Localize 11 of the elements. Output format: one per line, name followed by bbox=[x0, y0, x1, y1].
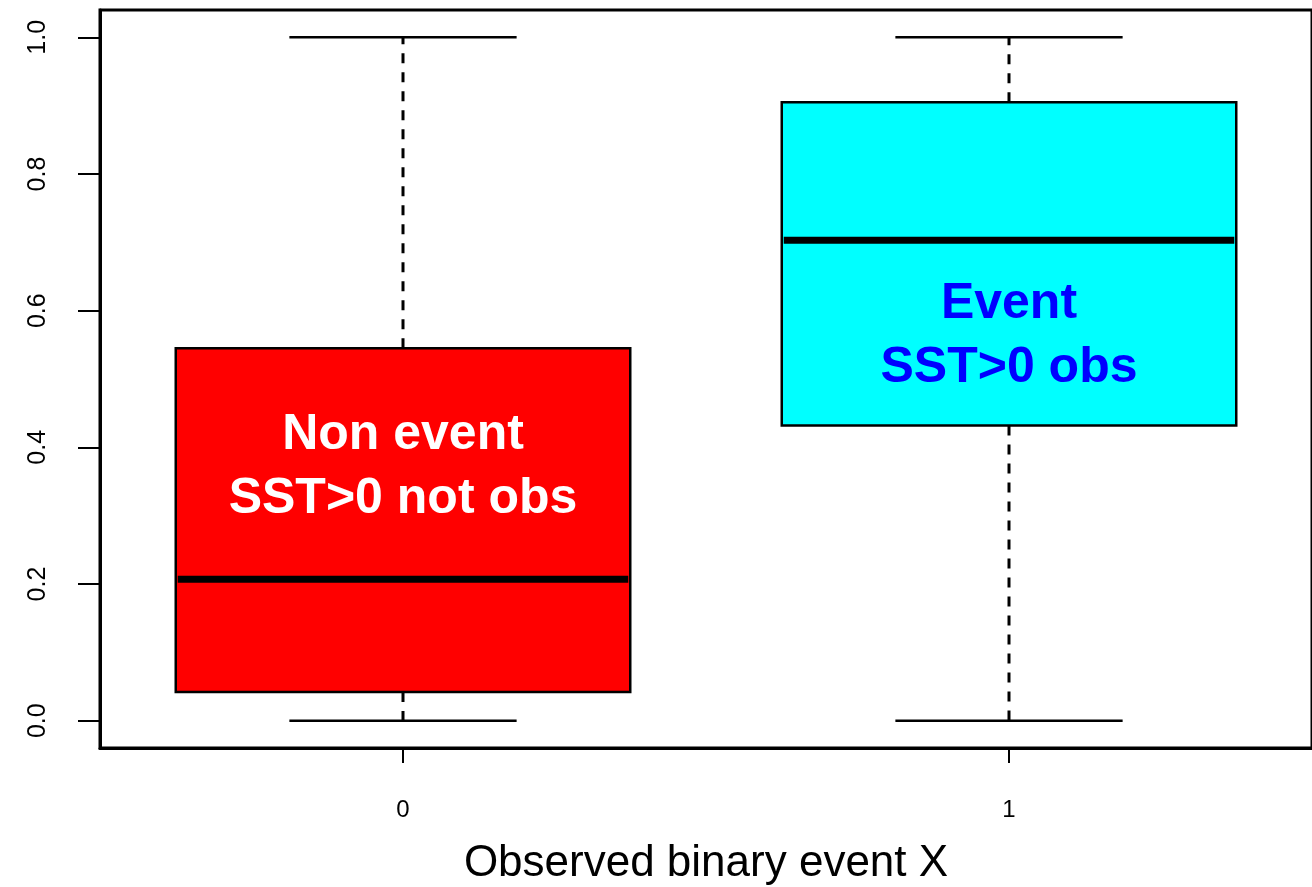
x-axis-title: Observed binary event X bbox=[463, 835, 949, 885]
annotation: Non event SST>0 not obs bbox=[228, 403, 578, 524]
y-tick-label: 0.4 bbox=[21, 429, 50, 465]
y-tick-label: 1.0 bbox=[21, 19, 50, 55]
y-tick-label: 0.8 bbox=[21, 156, 50, 192]
x-tick-label: 0 bbox=[396, 794, 410, 822]
y-tick-label: 0.2 bbox=[21, 566, 50, 602]
y-tick-label: 0.0 bbox=[21, 703, 50, 739]
annotation: Event SST>0 obs bbox=[880, 272, 1138, 393]
y-tick-label: 0.6 bbox=[21, 293, 50, 329]
x-tick-label: 1 bbox=[1002, 794, 1016, 822]
